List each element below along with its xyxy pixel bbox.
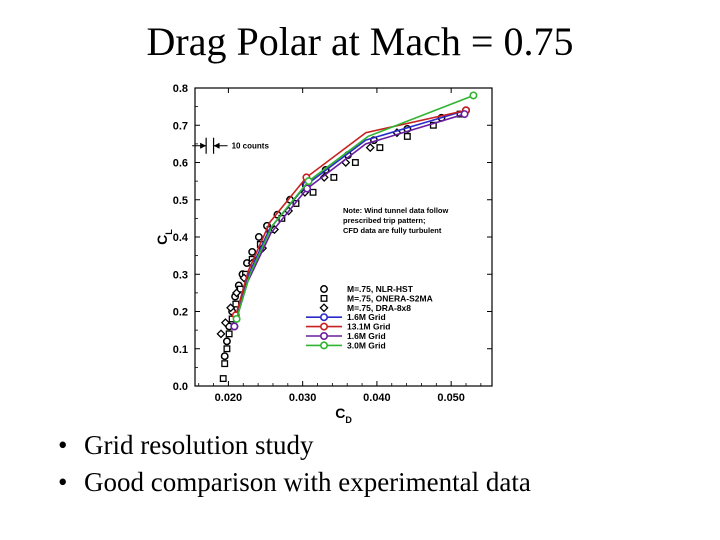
y-tick-label: 0.3: [173, 269, 188, 281]
data-point: [232, 314, 241, 323]
note-text: Note: Wind tunnel data follow: [343, 206, 449, 215]
data-point: [216, 329, 226, 339]
note-text: prescribed trip pattern;: [343, 216, 426, 225]
y-tick-label: 0.7: [173, 120, 188, 132]
legend-label: M=.75, ONERA-S2MA: [347, 293, 433, 303]
x-tick-label: 0.020: [215, 392, 243, 404]
data-point: [309, 188, 317, 196]
data-point: [223, 345, 231, 353]
x-axis-label: CD: [335, 405, 352, 425]
legend-marker: [320, 294, 328, 302]
data-point: [222, 337, 231, 346]
x-tick-label: 0.050: [437, 392, 465, 404]
scale-arrowhead-right: [213, 142, 220, 149]
data-point: [254, 233, 263, 241]
y-tick-label: 0.2: [173, 307, 188, 319]
data-point: [219, 375, 227, 382]
legend-marker: [320, 285, 328, 293]
series-line: [235, 109, 467, 316]
legend-marker: [319, 313, 328, 322]
bullet-item: Grid resolution study: [58, 430, 531, 461]
y-tick-label: 0.0: [173, 381, 188, 393]
scale-annotation: 10 counts: [232, 142, 270, 151]
y-tick-label: 0.6: [173, 158, 188, 170]
data-point: [319, 172, 329, 182]
series-line: [235, 94, 474, 320]
data-point: [330, 173, 338, 181]
legend-label: 3.0M Grid: [347, 340, 386, 350]
y-tick-label: 0.8: [173, 83, 188, 95]
scale-arrowhead-left: [200, 142, 207, 149]
note-text: CFD data are fully turbulent: [343, 226, 442, 235]
series-group: [232, 91, 478, 323]
data-point: [304, 177, 313, 186]
data-point: [303, 184, 312, 193]
data-point: [248, 247, 257, 256]
y-axis-label-sub: L: [164, 229, 174, 235]
legend-label: 1.6M Grid: [347, 312, 386, 322]
data-point: [230, 322, 239, 331]
data-point: [225, 330, 233, 338]
legend-label: 1.6M Grid: [347, 331, 386, 341]
y-tick-label: 0.1: [173, 344, 188, 356]
bullet-item: Good comparison with experimental data: [58, 467, 531, 498]
slide-title: Drag Polar at Mach = 0.75: [146, 19, 574, 64]
data-point: [226, 303, 236, 313]
data-point: [365, 143, 375, 153]
plot-frame: [194, 87, 493, 387]
y-axis-label-group: CL: [154, 229, 174, 245]
legend-label: 13.1M Grid: [347, 322, 390, 332]
data-point: [469, 91, 478, 100]
data-point: [220, 318, 230, 328]
data-point: [460, 110, 469, 119]
legend-label: M=.75, DRA-8x8: [347, 303, 411, 313]
data-point: [232, 288, 242, 298]
data-point: [351, 159, 359, 166]
y-axis-label: CL: [154, 229, 174, 245]
data-point: [221, 360, 229, 368]
legend-marker: [319, 341, 328, 350]
x-tick-label: 0.030: [289, 392, 317, 404]
x-tick-label: 0.040: [363, 392, 391, 404]
legend-label: M=.75, NLR-HST: [347, 284, 414, 294]
y-tick-label: 0.4: [173, 232, 189, 244]
data-point: [220, 352, 229, 361]
legend-marker: [319, 322, 328, 331]
data-point: [403, 132, 411, 140]
x-axis-label-sub: D: [345, 415, 352, 425]
legend-marker: [319, 331, 328, 340]
legend-marker: [319, 303, 329, 313]
data-point: [376, 144, 384, 152]
data-point: [429, 121, 437, 129]
y-tick-label: 0.5: [173, 195, 188, 207]
bullet-list: Grid resolution study Good comparison wi…: [58, 430, 531, 504]
